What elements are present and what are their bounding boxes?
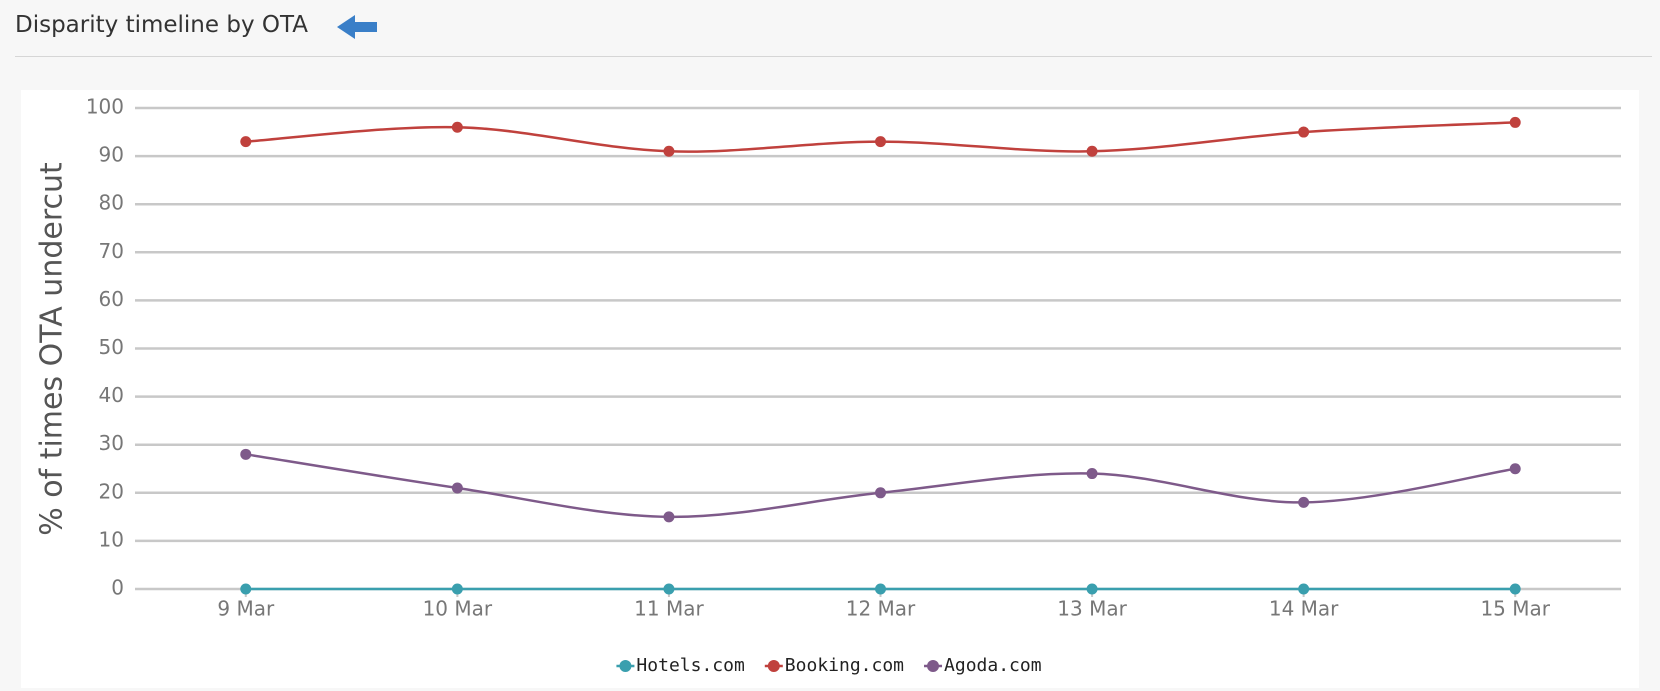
legend-item: Agoda.com — [924, 655, 1042, 676]
legend: Hotels.com Booking.com Agoda.com — [616, 655, 1042, 676]
y-axis-label: % of times OTA undercut — [35, 162, 70, 536]
y-tick-label: 20 — [99, 479, 124, 503]
arrow-icon — [337, 15, 377, 39]
data-point — [1298, 583, 1310, 595]
data-point — [1509, 116, 1521, 128]
data-point — [240, 136, 252, 148]
data-point — [875, 136, 886, 148]
x-tick-label: 10 Mar — [423, 597, 493, 621]
x-tick-label: 12 Mar — [846, 597, 916, 621]
legend-item: Hotels.com — [616, 655, 745, 676]
legend-label: Booking.com — [785, 655, 904, 676]
y-tick-label: 90 — [99, 143, 124, 167]
data-point — [1298, 126, 1310, 138]
y-tick-label: 40 — [99, 383, 124, 407]
legend-swatch — [927, 660, 940, 672]
data-point — [663, 145, 675, 157]
y-tick-label: 80 — [99, 191, 124, 215]
data-point — [451, 583, 463, 595]
y-tick-label: 50 — [99, 335, 124, 359]
legend-swatch — [767, 660, 780, 672]
divider — [15, 56, 1652, 57]
y-tick-label: 0 — [111, 576, 124, 600]
data-point — [1509, 463, 1521, 475]
legend-label: Hotels.com — [636, 655, 744, 676]
data-point — [1298, 496, 1310, 508]
y-tick-label: 10 — [99, 527, 124, 551]
x-tick-label: 13 Mar — [1057, 597, 1127, 621]
data-point — [1086, 583, 1098, 595]
y-tick-label: 30 — [99, 431, 124, 455]
data-point — [1509, 583, 1521, 595]
y-tick-label: 100 — [86, 95, 124, 119]
panel-title: Disparity timeline by OTA — [15, 12, 308, 38]
data-point — [1086, 468, 1098, 480]
x-tick-label: 9 Mar — [217, 597, 275, 621]
data-point — [240, 583, 252, 595]
data-point — [663, 583, 675, 595]
legend-item: Booking.com — [764, 655, 904, 676]
data-point — [663, 511, 675, 523]
legend-swatch — [619, 660, 632, 672]
data-point — [1086, 145, 1098, 157]
data-point — [451, 482, 463, 494]
y-tick-label: 60 — [99, 287, 124, 311]
x-tick-label: 11 Mar — [634, 597, 704, 621]
x-tick-label: 15 Mar — [1480, 597, 1550, 621]
data-point — [875, 583, 886, 595]
x-tick-label: 14 Mar — [1269, 597, 1339, 621]
data-point — [240, 448, 252, 460]
data-point — [451, 121, 463, 133]
y-tick-label: 70 — [99, 239, 124, 263]
legend-label: Agoda.com — [944, 655, 1042, 676]
data-point — [875, 487, 886, 499]
